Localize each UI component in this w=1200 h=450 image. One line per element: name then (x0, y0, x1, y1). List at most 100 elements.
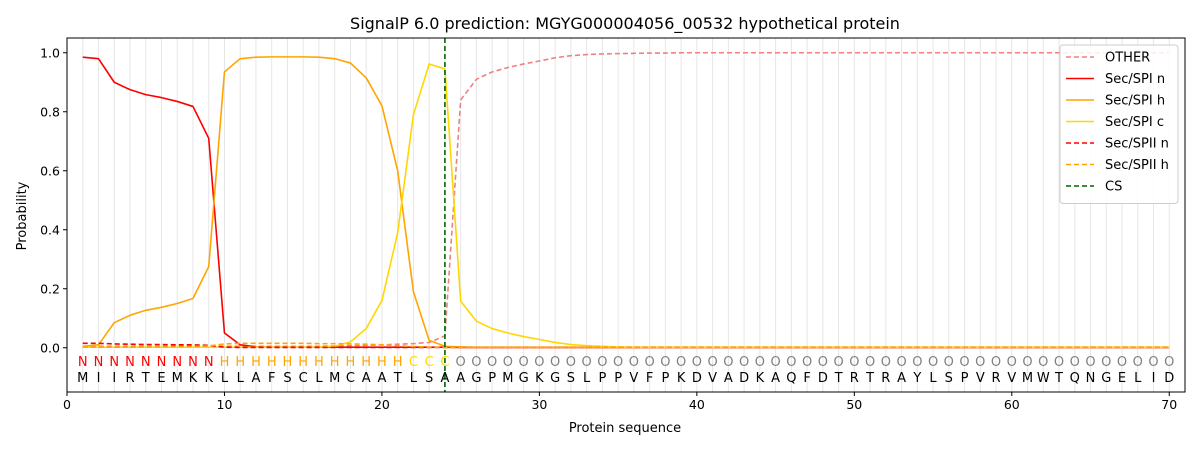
residue-label: M (502, 371, 513, 386)
residue-label: L (1134, 371, 1142, 386)
residue-label: P (614, 371, 622, 386)
chart-title: SignalP 6.0 prediction: MGYG000004056_00… (350, 14, 900, 34)
region-label: O (755, 355, 765, 370)
residue-label: A (362, 371, 371, 386)
region-label: O (487, 355, 497, 370)
residue-label: T (1054, 371, 1063, 386)
y-tick-label: 1.0 (40, 45, 60, 60)
residue-label: T (865, 371, 874, 386)
residue-label: D (1164, 371, 1174, 386)
region-label: O (550, 355, 560, 370)
residue-label: C (346, 371, 355, 386)
y-tick-label: 0.6 (40, 163, 60, 178)
residue-label: M (1022, 371, 1033, 386)
residue-label: F (268, 371, 275, 386)
region-label: N (172, 355, 182, 370)
region-label: O (1133, 355, 1143, 370)
y-axis-label: Probability (15, 181, 30, 250)
region-label: O (865, 355, 875, 370)
residue-label: Q (786, 371, 796, 386)
residue-label: P (598, 371, 606, 386)
region-label: O (503, 355, 513, 370)
region-label: O (1038, 355, 1048, 370)
region-label: H (267, 355, 277, 370)
residue-label: G (519, 371, 529, 386)
region-label: O (676, 355, 686, 370)
region-label: H (377, 355, 387, 370)
residue-label: A (724, 371, 733, 386)
x-tick-label: 50 (846, 397, 862, 412)
residue-label: N (1086, 371, 1096, 386)
residue-label: P (488, 371, 496, 386)
region-label: O (928, 355, 938, 370)
residue-label: P (961, 371, 969, 386)
residue-label: M (77, 371, 88, 386)
residue-label: L (315, 371, 323, 386)
residue-label: L (221, 371, 229, 386)
region-label: O (629, 355, 639, 370)
region-label: N (109, 355, 119, 370)
region-label: N (141, 355, 151, 370)
legend-label: Sec/SPI c (1105, 115, 1164, 130)
residue-label: L (929, 371, 937, 386)
region-label: N (157, 355, 167, 370)
region-label: C (440, 355, 449, 370)
x-axis-label: Protein sequence (569, 421, 681, 436)
legend-label: Sec/SPI n (1105, 72, 1165, 87)
residue-label: V (1007, 371, 1016, 386)
region-label: H (298, 355, 308, 370)
residue-label: I (112, 371, 116, 386)
y-tick-label: 0.2 (40, 281, 60, 296)
region-label: H (220, 355, 230, 370)
residue-label: V (708, 371, 717, 386)
residue-label: K (189, 371, 198, 386)
residue-label: S (425, 371, 433, 386)
region-label: N (188, 355, 198, 370)
residue-label: F (803, 371, 810, 386)
legend: OTHER Sec/SPI n Sec/SPI h Sec/SPI c Sec/SPII… (1059, 44, 1179, 204)
region-label: O (1070, 355, 1080, 370)
residue-label: G (1101, 371, 1111, 386)
series-line-0 (82, 51, 1170, 348)
y-tick-label: 0.4 (40, 222, 60, 237)
residue-label: T (141, 371, 150, 386)
residue-label: S (567, 371, 575, 386)
residue-label: K (535, 371, 544, 386)
region-label: O (896, 355, 906, 370)
plot-area (82, 38, 1170, 392)
residue-label: A (440, 371, 449, 386)
series-line-2 (82, 56, 1170, 348)
residue-label: M (329, 371, 340, 386)
residue-label: D (739, 371, 749, 386)
residue-label: Y (912, 371, 921, 386)
region-label: O (707, 355, 717, 370)
residue-label: A (456, 371, 465, 386)
residue-label: G (471, 371, 481, 386)
region-label: O (613, 355, 623, 370)
region-label: H (361, 355, 371, 370)
region-label: O (566, 355, 576, 370)
region-label: H (330, 355, 340, 370)
residue-label: Q (1070, 371, 1080, 386)
region-label: C (425, 355, 434, 370)
legend-label: Sec/SPII n (1105, 137, 1169, 152)
region-label: H (283, 355, 293, 370)
region-label: O (912, 355, 922, 370)
region-label: O (597, 355, 607, 370)
region-label: O (849, 355, 859, 370)
residue-label: K (756, 371, 765, 386)
residue-label: L (583, 371, 591, 386)
region-label: O (1164, 355, 1174, 370)
region-label: O (770, 355, 780, 370)
x-tick-label: 70 (1161, 397, 1177, 412)
residue-label: S (283, 371, 291, 386)
residue-label: V (976, 371, 985, 386)
legend-label: CS (1105, 180, 1122, 195)
region-label: O (944, 355, 954, 370)
region-label: O (1148, 355, 1158, 370)
region-label: O (802, 355, 812, 370)
region-label: O (818, 355, 828, 370)
legend-label: Sec/SPI h (1105, 94, 1165, 109)
region-label: H (251, 355, 261, 370)
residue-label: R (992, 371, 1001, 386)
